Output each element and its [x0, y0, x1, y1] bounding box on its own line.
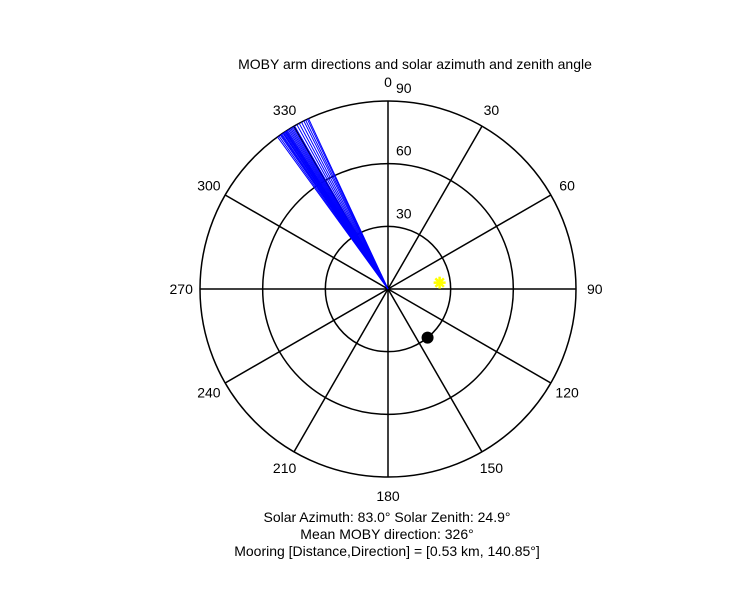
grid-spoke-300 — [224, 194, 389, 290]
chart-title: MOBY arm directions and solar azimuth an… — [238, 56, 592, 72]
angle-label-240: 240 — [197, 384, 221, 400]
mooring-info-text: Mooring [Distance,Direction] = [0.53 km,… — [234, 543, 540, 559]
solar-info-text: Solar Azimuth: 83.0° Solar Zenith: 24.9° — [264, 509, 511, 525]
grid-spoke-120 — [387, 288, 552, 384]
angle-label-330: 330 — [273, 102, 297, 118]
grid-spoke-30 — [387, 125, 483, 290]
angle-label-210: 210 — [273, 460, 297, 476]
mean-direction-text: Mean MOBY direction: 326° — [300, 526, 473, 542]
mooring-position-marker — [421, 331, 434, 344]
angle-label-90: 90 — [587, 281, 603, 297]
arm-direction-line-25 — [308, 118, 389, 290]
angle-label-0: 0 — [384, 74, 392, 90]
radial-label-60: 60 — [396, 143, 412, 159]
angle-label-120: 120 — [555, 384, 579, 400]
grid-spoke-210 — [293, 288, 389, 453]
angle-label-180: 180 — [376, 488, 400, 504]
radial-label-90: 90 — [396, 80, 412, 96]
grid-spoke-240 — [224, 288, 389, 384]
sun-position-marker — [433, 276, 446, 289]
angle-label-300: 300 — [197, 178, 221, 194]
angle-label-270: 270 — [170, 281, 194, 297]
grid-spoke-60 — [387, 194, 552, 290]
angle-label-30: 30 — [484, 102, 500, 118]
grid-spoke-150 — [387, 288, 483, 453]
angle-label-60: 60 — [559, 178, 575, 194]
radial-label-30: 30 — [396, 205, 412, 221]
angle-label-150: 150 — [480, 460, 504, 476]
sun-marker-stroke-3 — [434, 277, 445, 288]
